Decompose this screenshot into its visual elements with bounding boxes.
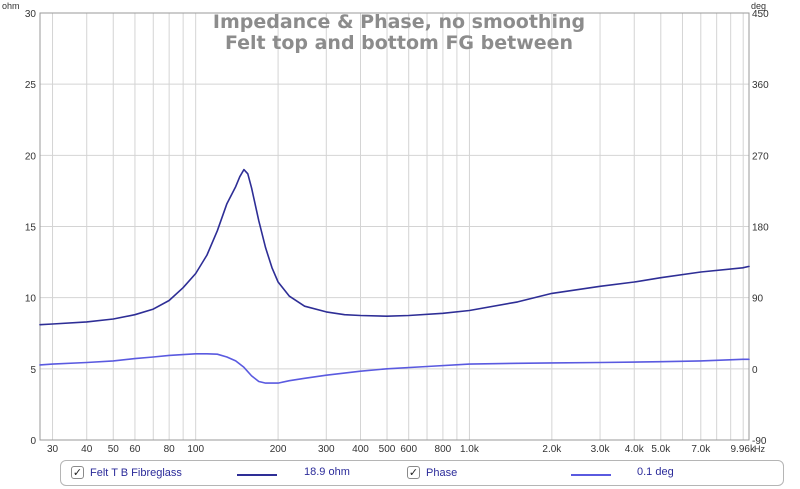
x-tick-label: 600 [400,444,417,455]
x-tick-label: 40 [81,444,93,455]
x-tick-label: 800 [435,444,452,455]
plot-frame [39,12,750,441]
chart-subtitle: Felt top and bottom FG between [225,32,573,54]
series-layer [39,168,750,384]
x-tick-label: 80 [164,444,176,455]
x-tick-label: 30 [47,444,59,455]
x-tick-label: 50 [108,444,120,455]
x-unit: Hz [754,444,765,454]
y-right-tick-label: 180 [752,223,769,234]
chart-title: Impedance & Phase, no smoothing [213,11,585,33]
legend-bar: ✓ Felt T B Fibreglass 18.9 ohm ✓ Phase 0… [60,460,784,486]
y-left-tick-label: 20 [25,151,37,162]
x-tick-label: 100 [187,444,204,455]
phase-checkbox[interactable]: ✓ [407,466,420,479]
legend-swatch-impedance [237,474,277,476]
x-tick-label: 7.0k [691,444,711,455]
y-right-tick-label: 450 [752,9,769,20]
axis-ticks: 30 40 50 60 80 100 200 300 400 500 600 800 1.0k 2.0k 3… [25,9,769,455]
impedance-series-line [39,168,750,326]
y-right-tick-label: 270 [752,151,769,162]
plot-border [39,12,750,441]
x-tick-label: 9.96k [730,444,755,455]
y-right-tick-label: 360 [752,80,769,91]
y-right-tick-label: -90 [752,436,767,447]
x-tick-label: 200 [270,444,287,455]
legend-value-phase: 0.1 deg [637,466,674,478]
legend-item-impedance[interactable]: ✓ Felt T B Fibreglass [71,466,182,479]
x-tick-label: 4.0k [625,444,645,455]
x-tick-label: 300 [318,444,335,455]
legend-value-impedance: 18.9 ohm [304,466,350,478]
y-left-tick-label: 10 [25,294,37,305]
legend-item-phase[interactable]: ✓ Phase [407,466,457,479]
grid [40,12,749,441]
y-left-tick-label: 30 [25,9,37,20]
y-left-tick-label: 15 [25,223,37,234]
y-right-unit: deg [751,1,766,11]
x-tick-label: 60 [129,444,141,455]
y-left-tick-label: 0 [30,436,36,447]
x-tick-label: 3.0k [591,444,611,455]
y-right-tick-label: 90 [752,294,764,305]
phase-series-line [39,352,750,384]
impedance-checkbox[interactable]: ✓ [71,466,84,479]
y-left-unit: ohm [2,1,20,11]
y-left-tick-label: 25 [25,80,37,91]
y-left-tick-label: 5 [30,365,36,376]
legend-label-phase: Phase [426,466,458,479]
x-tick-label: 500 [379,444,396,455]
legend-swatch-phase [571,474,611,476]
x-tick-label: 1.0k [460,444,480,455]
y-right-tick-label: 0 [752,365,758,376]
legend-label-impedance: Felt T B Fibreglass [90,466,182,479]
x-tick-label: 400 [352,444,369,455]
x-tick-label: 2.0k [542,444,562,455]
x-tick-label: 5.0k [651,444,671,455]
